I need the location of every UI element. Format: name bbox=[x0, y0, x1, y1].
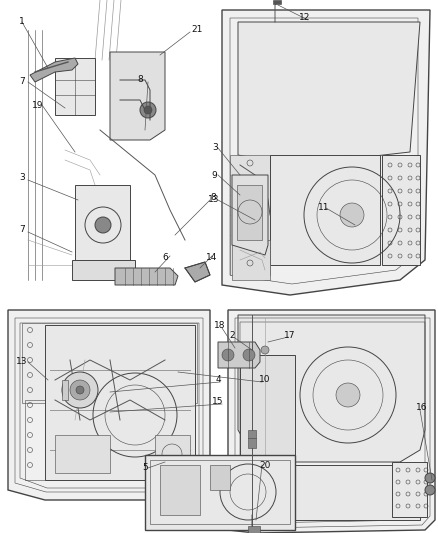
Text: 1: 1 bbox=[19, 18, 25, 27]
Circle shape bbox=[76, 386, 84, 394]
Polygon shape bbox=[248, 526, 260, 533]
Circle shape bbox=[95, 217, 111, 233]
Bar bbox=[245, 465, 420, 520]
Bar bbox=[273, 0, 281, 4]
Circle shape bbox=[114, 121, 122, 129]
Bar bbox=[160, 465, 200, 515]
Circle shape bbox=[340, 203, 364, 227]
Text: 7: 7 bbox=[19, 77, 25, 86]
Text: 17: 17 bbox=[284, 330, 296, 340]
Text: 14: 14 bbox=[206, 254, 218, 262]
Circle shape bbox=[70, 380, 90, 400]
Text: 13: 13 bbox=[16, 358, 28, 367]
Polygon shape bbox=[238, 315, 425, 462]
Bar bbox=[55, 435, 110, 473]
Circle shape bbox=[243, 349, 255, 361]
Text: 3: 3 bbox=[212, 143, 218, 152]
Polygon shape bbox=[145, 455, 295, 530]
Bar bbox=[240, 355, 295, 460]
Circle shape bbox=[140, 102, 156, 118]
Text: 9: 9 bbox=[211, 171, 217, 180]
Polygon shape bbox=[30, 58, 78, 82]
Circle shape bbox=[261, 346, 269, 354]
Polygon shape bbox=[45, 325, 195, 480]
Bar bbox=[62, 380, 68, 400]
Circle shape bbox=[151, 54, 159, 62]
Bar bbox=[210, 465, 230, 490]
Polygon shape bbox=[232, 175, 268, 255]
Polygon shape bbox=[248, 430, 256, 448]
Polygon shape bbox=[8, 310, 210, 500]
Bar bbox=[22, 323, 197, 403]
Polygon shape bbox=[185, 262, 210, 282]
Polygon shape bbox=[115, 268, 178, 285]
Bar bbox=[237, 185, 262, 240]
Text: 6: 6 bbox=[162, 254, 168, 262]
Text: 21: 21 bbox=[191, 26, 203, 35]
Circle shape bbox=[222, 349, 234, 361]
Polygon shape bbox=[222, 10, 430, 295]
Text: 8: 8 bbox=[210, 193, 216, 203]
Circle shape bbox=[114, 54, 122, 62]
Circle shape bbox=[151, 121, 159, 129]
Text: 7: 7 bbox=[19, 225, 25, 235]
Bar bbox=[230, 155, 270, 275]
Circle shape bbox=[336, 383, 360, 407]
Circle shape bbox=[425, 485, 435, 495]
Bar bbox=[382, 155, 420, 265]
Text: 19: 19 bbox=[32, 101, 44, 109]
Text: 11: 11 bbox=[318, 204, 330, 213]
Circle shape bbox=[144, 106, 152, 114]
Text: 13: 13 bbox=[208, 196, 220, 205]
Polygon shape bbox=[218, 342, 260, 368]
Text: 16: 16 bbox=[416, 403, 428, 413]
Polygon shape bbox=[72, 260, 135, 280]
Text: 18: 18 bbox=[214, 320, 226, 329]
Bar bbox=[25, 400, 195, 480]
Bar bbox=[270, 155, 380, 265]
Circle shape bbox=[425, 473, 435, 483]
Text: 20: 20 bbox=[259, 461, 271, 470]
Text: 12: 12 bbox=[299, 13, 311, 22]
Bar bbox=[392, 462, 427, 517]
Text: 8: 8 bbox=[137, 76, 143, 85]
Text: 15: 15 bbox=[212, 398, 224, 407]
Polygon shape bbox=[110, 52, 165, 140]
Polygon shape bbox=[75, 185, 130, 265]
Text: 2: 2 bbox=[229, 330, 235, 340]
Polygon shape bbox=[55, 58, 95, 115]
Polygon shape bbox=[228, 310, 435, 533]
Polygon shape bbox=[238, 22, 420, 165]
Text: 4: 4 bbox=[215, 376, 221, 384]
Text: 5: 5 bbox=[142, 464, 148, 472]
Bar bbox=[155, 435, 190, 473]
Text: 10: 10 bbox=[259, 376, 271, 384]
Circle shape bbox=[62, 372, 98, 408]
Polygon shape bbox=[232, 240, 270, 280]
Text: 3: 3 bbox=[19, 174, 25, 182]
